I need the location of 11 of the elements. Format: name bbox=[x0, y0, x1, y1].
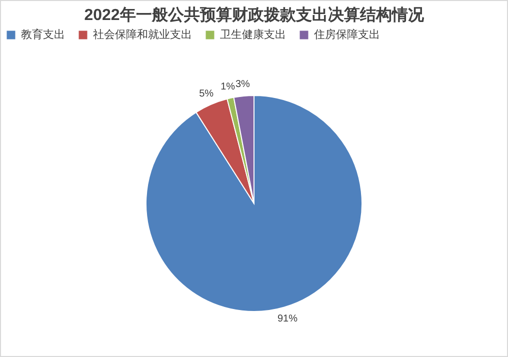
pie-slice bbox=[146, 95, 362, 312]
data-label: 5% bbox=[199, 88, 214, 100]
data-label: 1% bbox=[220, 81, 236, 92]
chart-title: 2022年一般公共预算财政拨款支出决算结构情况 bbox=[84, 6, 425, 24]
legend-label: 住房保障支出 bbox=[314, 28, 380, 41]
pie-slice bbox=[196, 98, 254, 204]
data-label: 91% bbox=[277, 314, 298, 325]
legend-label: 卫生健康支出 bbox=[220, 28, 286, 41]
data-label: 3% bbox=[235, 79, 250, 90]
legend-label: 教育支出 bbox=[21, 28, 65, 41]
legend-label: 社会保障和就业支出 bbox=[93, 28, 192, 41]
